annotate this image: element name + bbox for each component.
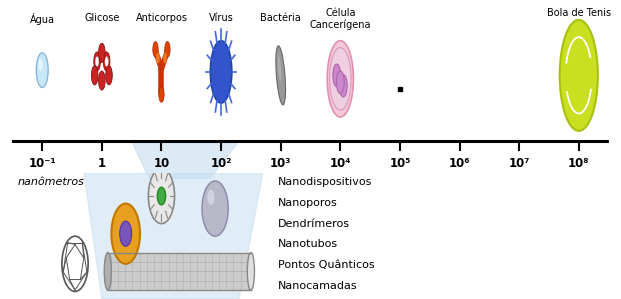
- Circle shape: [105, 57, 108, 66]
- Text: Pontos Quânticos: Pontos Quânticos: [278, 260, 374, 270]
- Circle shape: [111, 204, 140, 264]
- Text: 10⁶: 10⁶: [449, 157, 470, 170]
- Text: 10⁻¹: 10⁻¹: [29, 157, 56, 170]
- Circle shape: [106, 66, 112, 85]
- Text: 10⁴: 10⁴: [330, 157, 351, 170]
- Circle shape: [333, 64, 340, 87]
- Text: 1: 1: [97, 157, 106, 170]
- Circle shape: [91, 66, 98, 85]
- Text: Célula
Cancerígena: Célula Cancerígena: [309, 8, 371, 30]
- Text: Nanotubos: Nanotubos: [278, 239, 338, 249]
- Circle shape: [39, 59, 42, 71]
- Circle shape: [156, 52, 160, 64]
- Circle shape: [163, 52, 167, 64]
- Text: Nanocamadas: Nanocamadas: [278, 281, 357, 291]
- Circle shape: [340, 74, 347, 97]
- Circle shape: [560, 20, 598, 131]
- Circle shape: [94, 52, 101, 71]
- Text: 10: 10: [153, 157, 170, 170]
- Ellipse shape: [104, 253, 111, 290]
- Text: 10²: 10²: [211, 157, 232, 170]
- Text: 10⁷: 10⁷: [509, 157, 530, 170]
- Circle shape: [211, 41, 232, 103]
- Circle shape: [103, 52, 110, 71]
- Text: Anticorpos: Anticorpos: [135, 13, 188, 23]
- Circle shape: [99, 43, 105, 62]
- Circle shape: [148, 168, 175, 224]
- Polygon shape: [132, 141, 239, 179]
- Text: 10³: 10³: [270, 157, 291, 170]
- Text: 10⁵: 10⁵: [389, 157, 410, 170]
- Circle shape: [337, 71, 344, 94]
- Text: nanômetros: nanômetros: [17, 177, 84, 187]
- Text: 10⁸: 10⁸: [568, 157, 589, 170]
- Circle shape: [202, 181, 229, 236]
- Circle shape: [99, 71, 105, 90]
- Circle shape: [96, 57, 99, 66]
- Text: Nanoporos: Nanoporos: [278, 198, 337, 208]
- Circle shape: [159, 87, 164, 102]
- Circle shape: [120, 221, 132, 246]
- Ellipse shape: [278, 56, 281, 81]
- Text: Glicose: Glicose: [84, 13, 119, 23]
- Polygon shape: [84, 173, 263, 299]
- Text: Água: Água: [30, 13, 55, 25]
- Ellipse shape: [247, 253, 255, 290]
- Circle shape: [165, 42, 170, 57]
- Circle shape: [153, 42, 158, 57]
- Circle shape: [330, 48, 351, 110]
- Text: Bactéria: Bactéria: [260, 13, 301, 23]
- Text: Bola de Tenis: Bola de Tenis: [546, 8, 611, 18]
- Circle shape: [327, 41, 353, 117]
- Text: Dendrímeros: Dendrímeros: [278, 219, 350, 229]
- Bar: [108, 253, 251, 290]
- Ellipse shape: [276, 46, 286, 105]
- Circle shape: [36, 53, 48, 88]
- Circle shape: [157, 187, 166, 205]
- Circle shape: [207, 190, 214, 205]
- Text: Vírus: Vírus: [209, 13, 233, 23]
- Text: Nanodispositivos: Nanodispositivos: [278, 177, 372, 187]
